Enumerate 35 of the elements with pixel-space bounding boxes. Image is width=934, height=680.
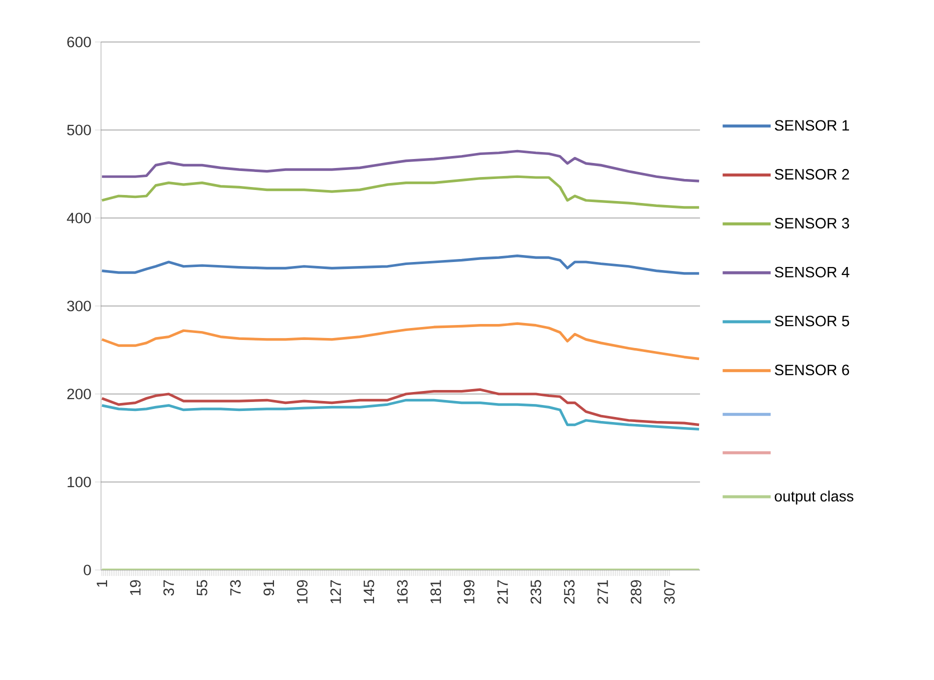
x-tick-label: 235 (530, 580, 542, 604)
line-series (101, 254, 700, 275)
line-series (101, 398, 700, 430)
x-tick-label: 109 (296, 580, 308, 604)
x-tick-label: 55 (196, 580, 208, 596)
x-tick-label: 19 (130, 580, 141, 595)
legend-label: output class (774, 490, 854, 504)
legend-label: SENSOR 6 (774, 364, 850, 376)
x-tick-label: 1 (96, 580, 108, 587)
y-tick-label: 500 (67, 124, 91, 136)
y-tick-label: 600 (67, 36, 91, 48)
x-tick-label: 289 (630, 580, 642, 604)
x-tick-label: 73 (230, 580, 241, 596)
y-tick-label: 200 (67, 388, 91, 400)
x-tick-label: 217 (497, 580, 508, 604)
legend-label: SENSOR 3 (774, 218, 850, 228)
legend-label: SENSOR 4 (774, 266, 850, 278)
legend-label: SENSOR 5 (774, 316, 850, 326)
legend-label: SENSOR 2 (774, 169, 849, 180)
x-tick-label: 253 (564, 580, 575, 604)
y-tick-label: 100 (68, 476, 91, 488)
y-tick-label: 300 (67, 300, 91, 312)
x-tick-label: 145 (364, 580, 374, 604)
x-tick-label: 181 (430, 580, 442, 604)
x-tick-label: 271 (597, 580, 608, 604)
y-tick-label: 400 (66, 212, 91, 224)
legend-label: SENSOR 1 (774, 120, 849, 131)
x-tick-label: 127 (330, 580, 341, 604)
y-tick-label: 0 (84, 564, 91, 576)
x-tick-label: 163 (397, 580, 408, 604)
x-tick-label: 37 (163, 580, 174, 596)
x-tick-label: 199 (464, 580, 474, 604)
line-series (101, 322, 700, 360)
x-tick-label: 307 (664, 580, 675, 604)
x-tick-label: 91 (264, 580, 274, 596)
